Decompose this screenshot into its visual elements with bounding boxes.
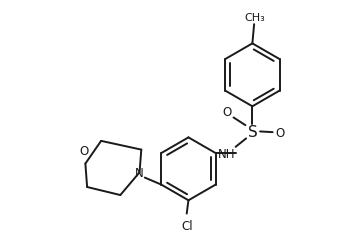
Text: S: S — [247, 124, 257, 139]
Text: O: O — [276, 126, 285, 139]
Text: O: O — [223, 105, 232, 118]
Text: N: N — [135, 166, 144, 179]
Text: CH₃: CH₃ — [244, 13, 265, 23]
Text: Cl: Cl — [181, 219, 192, 232]
Text: NH: NH — [217, 147, 235, 160]
Text: O: O — [79, 144, 89, 157]
